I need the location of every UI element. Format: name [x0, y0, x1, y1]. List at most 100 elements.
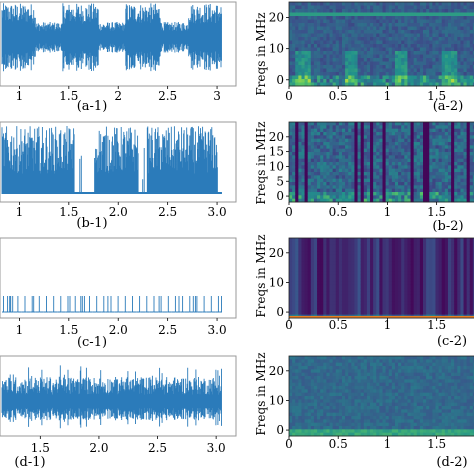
spec-cell-b-2: [310, 185, 315, 190]
spec-cell-c-2: [320, 244, 324, 249]
spec-cell-b-2: [469, 172, 474, 176]
spec-cell-b-2: [438, 145, 443, 150]
spec-cell-c-2: [323, 301, 327, 306]
xtick-label-b-1-2: 2.0: [109, 205, 128, 219]
spec-cell-c-2: [301, 288, 305, 292]
spec-cell-c-2: [451, 238, 455, 242]
spec-cell-b-2: [366, 178, 371, 183]
spec-cell-c-2: [317, 254, 321, 259]
spec-cell-a-2: [410, 68, 415, 73]
spec-cell-c-2: [335, 264, 340, 269]
spec-cell-b-2: [388, 132, 393, 136]
spec-cell-c-2: [441, 268, 446, 272]
spec-cell-c-2: [357, 254, 362, 259]
spec-cell-c-2: [432, 271, 436, 276]
spec-cell-a-2: [404, 44, 408, 48]
spec-cell-a-2: [469, 33, 474, 38]
spec-cell-b-2: [376, 165, 380, 170]
spec-cell-b-2: [332, 132, 337, 136]
spec-cell-b-2: [444, 122, 449, 126]
spec-cell-c-2: [379, 244, 383, 249]
spec-cell-a-2: [460, 40, 464, 45]
spec-cell-d-2: [320, 379, 324, 384]
spec-cell-c-2: [373, 281, 377, 286]
spec-cell-a-2: [341, 68, 346, 73]
spec-cell-a-2: [335, 40, 340, 45]
spec-cell-a-2: [454, 51, 458, 55]
spec-cell-c-2: [307, 294, 312, 299]
spec-cell-b-2: [398, 135, 402, 140]
spec-cell-a-2: [357, 26, 362, 31]
spec-cell-c-2: [373, 288, 377, 292]
spec-cell-d-2: [298, 432, 302, 437]
spec-cell-c-2: [457, 248, 461, 252]
spec-cell-a-2: [463, 75, 468, 80]
spec-cell-b-2: [341, 162, 346, 166]
spec-cell-b-2: [366, 172, 371, 176]
spec-cell-d-2: [298, 386, 302, 390]
spec-cell-a-2: [407, 33, 411, 38]
spec-cell-d-2: [307, 422, 312, 427]
spec-cell-c-2: [391, 294, 396, 299]
spec-cell-b-2: [354, 135, 358, 140]
spec-cell-c-2: [444, 248, 449, 252]
spec-cell-d-2: [357, 362, 362, 367]
spec-cell-c-2: [447, 301, 452, 306]
spec-cell-c-2: [313, 304, 318, 309]
spec-cell-c-2: [407, 274, 411, 279]
spec-cell-c-2: [363, 304, 368, 309]
spec-cell-a-2: [423, 54, 427, 59]
spec-cell-b-2: [423, 172, 427, 176]
spec-cell-a-2: [363, 79, 368, 83]
spec-cell-c-2: [351, 311, 355, 316]
spec-cell-c-2: [379, 308, 383, 312]
spec-cell-c-2: [338, 258, 343, 262]
spec-cell-a-2: [323, 16, 327, 20]
spec-cell-a-2: [376, 68, 380, 73]
spec-cell-b-2: [323, 162, 327, 166]
spec-cell-c-2: [426, 264, 430, 269]
spec-cell-c-2: [391, 301, 396, 306]
spec-cell-a-2: [410, 51, 415, 55]
spec-cell-b-2: [426, 168, 430, 173]
spec-cell-b-2: [326, 132, 330, 136]
spec-cell-a-2: [326, 79, 330, 83]
spec-cell-b-2: [466, 178, 471, 183]
spec-cell-a-2: [310, 30, 315, 34]
spec-cell-a-2: [426, 72, 430, 76]
spec-cell-a-2: [363, 72, 368, 76]
spec-cell-b-2: [379, 165, 383, 170]
spec-cell-c-2: [338, 301, 343, 306]
spec-cell-b-2: [376, 132, 380, 136]
spec-cell-b-2: [394, 152, 399, 156]
spec-cell-d-2: [310, 426, 315, 430]
spec-cell-b-2: [469, 192, 474, 196]
spec-cell-b-2: [432, 198, 436, 203]
spec-cell-b-2: [410, 122, 415, 126]
spec-cell-c-2: [301, 254, 305, 259]
spec-cell-b-2: [310, 198, 315, 203]
spec-cell-c-2: [401, 264, 405, 269]
spec-cell-c-2: [348, 281, 352, 286]
spec-cell-d-2: [329, 379, 334, 384]
spec-cell-c-2: [376, 294, 380, 299]
spec-cell-c-2: [454, 261, 458, 266]
spec-cell-b-2: [351, 165, 355, 170]
spec-cell-a-2: [304, 5, 309, 10]
spec-cell-a-2: [341, 5, 346, 10]
spec-cell-a-2: [460, 51, 464, 55]
spec-cell-a-2: [460, 82, 464, 87]
spec-cell-d-2: [295, 376, 299, 380]
spec-cell-b-2: [379, 158, 383, 163]
spec-cell-a-2: [463, 40, 468, 45]
spec-cell-d-2: [304, 356, 309, 360]
spec-cell-a-2: [385, 54, 390, 59]
spec-cell-c-2: [391, 308, 396, 312]
spec-cell-d-2: [320, 402, 324, 407]
spec-cell-d-2: [335, 419, 340, 424]
spec-cell-a-2: [410, 5, 415, 10]
spec-cell-c-2: [413, 301, 418, 306]
spec-cell-b-2: [454, 125, 458, 130]
spec-cell-b-2: [326, 148, 330, 153]
spec-cell-b-2: [401, 125, 405, 130]
